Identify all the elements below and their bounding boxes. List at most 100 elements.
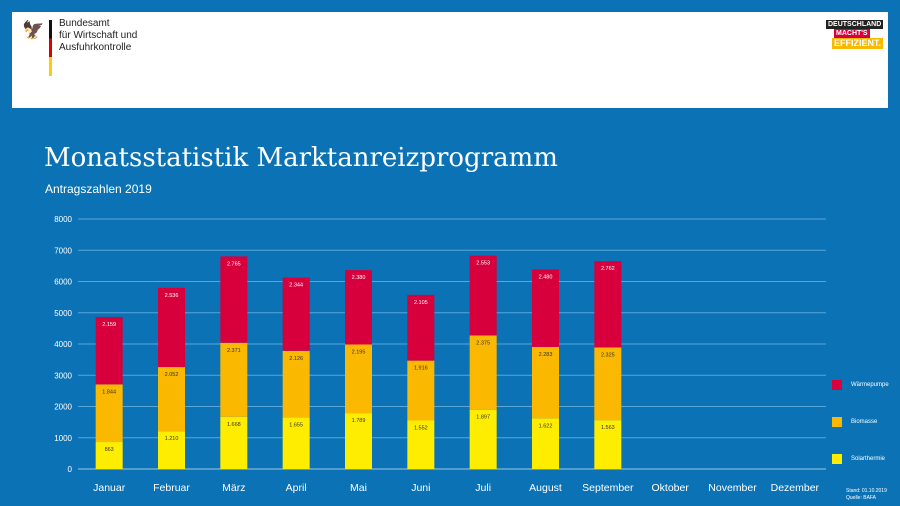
- bar-segment: [345, 413, 372, 469]
- legend-item-biomasse: Biomasse: [832, 417, 877, 427]
- y-tick-label: 2000: [54, 403, 72, 412]
- data-label: 2.159: [102, 322, 116, 328]
- source-label: Quelle: BAFA: [846, 495, 877, 501]
- x-tick-label: Juni: [411, 482, 430, 494]
- chart-subtitle: Antragszahlen 2019: [45, 182, 152, 196]
- y-tick-label: 0: [68, 465, 73, 474]
- org-line: Bundesamt: [59, 18, 110, 29]
- data-label: 2.480: [539, 274, 553, 280]
- org-line: Ausfuhrkontrolle: [59, 42, 132, 53]
- data-label: 2.344: [289, 283, 303, 289]
- data-label: 1.210: [165, 436, 179, 442]
- org-name: Bundesamt für Wirtschaft und Ausfuhrkont…: [59, 18, 137, 54]
- bar-segment: [220, 416, 248, 469]
- data-label: 2.052: [165, 372, 179, 378]
- bar-segment: [345, 270, 372, 345]
- bar-segment: [220, 342, 248, 417]
- data-label: 2.325: [601, 353, 615, 359]
- bar-segment: [95, 442, 123, 469]
- bar-segment: [407, 360, 435, 421]
- legend-swatch: [832, 417, 842, 427]
- x-tick-label: November: [708, 482, 757, 494]
- data-label: 2.126: [289, 356, 303, 362]
- org-line: für Wirtschaft und: [59, 30, 138, 41]
- badge-line: MACHT'S: [834, 29, 870, 38]
- source-note: Stand: 01.10.2019 Quelle: BAFA: [846, 488, 887, 502]
- data-label: 2.762: [601, 266, 615, 272]
- x-tick-label: Mai: [350, 482, 367, 494]
- german-flag-stripe: [49, 20, 52, 76]
- data-label: 2.553: [476, 261, 490, 267]
- data-label: 2.105: [414, 300, 428, 306]
- y-tick-label: 7000: [54, 246, 72, 255]
- bar-segment: [220, 256, 248, 343]
- x-tick-label: Oktober: [651, 482, 689, 494]
- x-tick-label: Februar: [153, 482, 190, 494]
- legend-label: Wärmepumpe: [851, 382, 889, 388]
- data-label: 1.844: [102, 389, 116, 395]
- data-label: 2.195: [352, 350, 366, 356]
- bar-segment: [407, 420, 435, 469]
- data-label: 1.552: [414, 426, 428, 432]
- bar-segment: [594, 347, 622, 421]
- y-tick-label: 5000: [54, 309, 72, 318]
- bar-segment: [469, 335, 497, 410]
- data-label: 1.916: [414, 366, 428, 372]
- legend-label: Solarthermie: [851, 456, 886, 462]
- badge-line: EFFIZIENT.: [832, 38, 883, 49]
- y-tick-label: 3000: [54, 371, 72, 380]
- badge-line: DEUTSCHLAND: [826, 20, 884, 29]
- bar-segment: [282, 277, 310, 351]
- bar-segment: [469, 255, 497, 336]
- data-label: 2.371: [227, 348, 241, 354]
- bar-segment: [95, 316, 123, 385]
- data-label: 2.765: [227, 261, 241, 267]
- bar-segment: [594, 261, 622, 348]
- y-tick-label: 4000: [54, 340, 72, 349]
- bar-segment: [282, 417, 310, 469]
- chart-title: Monatsstatistik Marktanreizprogramm: [44, 143, 558, 173]
- y-tick-label: 8000: [54, 215, 72, 224]
- x-tick-label: April: [286, 482, 307, 494]
- legend-item-waermepumpe: Wärmepumpe: [832, 380, 889, 390]
- federal-eagle-icon: 🦅: [22, 20, 45, 40]
- bar-segment: [345, 344, 372, 414]
- legend-item-solarthermie: Solarthermie: [832, 454, 885, 464]
- data-label: 2.380: [352, 275, 366, 281]
- data-label: 1.897: [476, 415, 490, 421]
- x-tick-label: März: [222, 482, 245, 494]
- data-label: 1.668: [227, 422, 241, 428]
- bar-segment: [407, 294, 435, 361]
- bar-segment: [469, 409, 497, 469]
- stand-date: Stand: 01.10.2019: [846, 488, 887, 494]
- data-label: 1.789: [352, 418, 366, 424]
- data-label: 1.655: [289, 422, 303, 428]
- bar-segment: [282, 350, 310, 418]
- bar-segment: [158, 431, 185, 469]
- bar-segment: [158, 287, 185, 368]
- x-tick-label: Januar: [93, 482, 126, 494]
- legend-swatch: [832, 454, 842, 464]
- data-label: 2.283: [539, 352, 553, 358]
- bar-segment: [95, 384, 123, 443]
- x-tick-label: Juli: [475, 482, 491, 494]
- legend-label: Biomasse: [851, 419, 878, 425]
- data-label: 863: [105, 447, 114, 453]
- campaign-logo: DEUTSCHLAND MACHT'S EFFIZIENT.: [826, 20, 884, 49]
- y-tick-label: 6000: [54, 278, 72, 287]
- x-tick-label: Dezember: [771, 482, 820, 494]
- x-tick-label: August: [529, 482, 562, 494]
- bar-segment: [594, 420, 622, 469]
- bar-segment: [532, 418, 559, 469]
- bar-segment: [532, 269, 559, 347]
- data-label: 2.536: [165, 293, 179, 299]
- bar-segment: [158, 367, 185, 432]
- bar-segment: [532, 346, 559, 419]
- legend-swatch: [832, 380, 842, 390]
- x-tick-label: September: [582, 482, 634, 494]
- y-tick-label: 1000: [54, 434, 72, 443]
- data-label: 1.622: [539, 423, 553, 429]
- header-banner: [12, 12, 888, 108]
- data-label: 1.563: [601, 425, 615, 431]
